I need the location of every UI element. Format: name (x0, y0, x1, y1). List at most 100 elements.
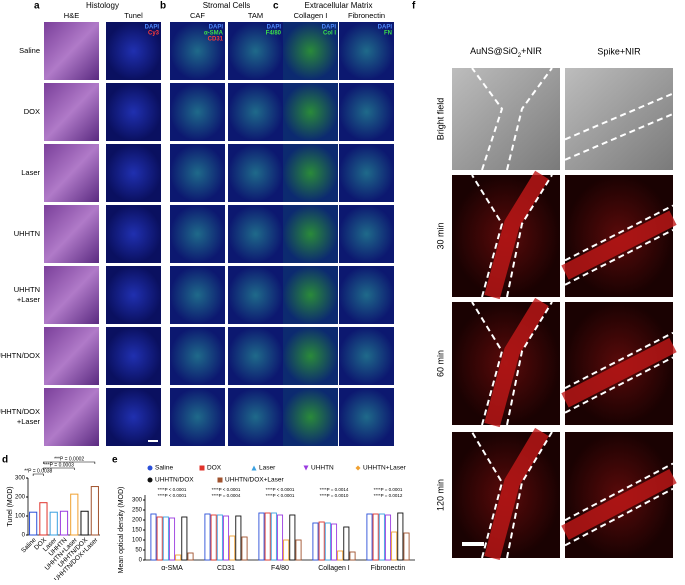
vessel-outline (564, 462, 674, 522)
micrograph (44, 266, 99, 324)
panel-letter: a (34, 1, 40, 12)
vessel-outline (564, 204, 674, 262)
bar (270, 512, 277, 561)
vessel-signal (484, 170, 549, 300)
vessel-signal (484, 427, 549, 561)
micrograph (44, 144, 99, 202)
panel-letter: c (273, 1, 279, 12)
legend-label: Laser (259, 465, 276, 472)
micrograph (170, 83, 225, 141)
bar (204, 513, 211, 561)
micrograph (283, 266, 338, 324)
bar (235, 515, 242, 561)
vessel-signal (561, 337, 677, 408)
bar (49, 511, 58, 536)
bar (378, 513, 385, 561)
row-label: 120 min (435, 479, 445, 511)
micrograph (228, 144, 283, 202)
micrograph (106, 22, 161, 80)
bar (403, 532, 410, 561)
bar (397, 512, 404, 561)
significance-label: ****P < 0.0001 (266, 487, 295, 492)
legend-marker (355, 465, 361, 471)
row-label: UHHTN (14, 229, 40, 238)
bar (29, 511, 38, 536)
row-label: UHHTN/DOX (0, 407, 40, 416)
panel-title: Stromal Cells (203, 1, 251, 10)
vessel-outline (471, 67, 504, 171)
significance-bracket (43, 461, 96, 464)
y-tick-label: 100 (15, 514, 26, 520)
bar (324, 522, 331, 561)
micrograph (565, 68, 673, 170)
bar (372, 513, 379, 561)
y-axis-label: Tunel (MOD) (7, 486, 14, 526)
x-tick-label: CD31 (217, 565, 235, 572)
panel-letter: e (112, 455, 118, 466)
bar (162, 516, 169, 561)
vessel-signal (561, 210, 677, 280)
micrograph (170, 266, 225, 324)
bar (330, 523, 338, 561)
legend-label: Saline (155, 465, 173, 472)
row-label: UHHTN (14, 285, 40, 294)
micrograph (228, 266, 283, 324)
bar (156, 516, 163, 561)
vessel-signal (484, 297, 549, 428)
micrograph (106, 266, 161, 324)
micrograph (339, 388, 394, 446)
bar (349, 551, 356, 561)
column-label: Collagen I (294, 11, 328, 20)
bar (229, 535, 236, 561)
micrograph (44, 205, 99, 263)
micrograph (339, 83, 394, 141)
micrograph (106, 205, 161, 263)
vessel-outline (564, 356, 674, 414)
vessel-outline (506, 67, 553, 171)
y-tick-label: 0 (22, 533, 26, 539)
stain-label: F4/80 (266, 31, 282, 37)
micrograph (106, 388, 161, 446)
y-tick-label: 150 (132, 528, 143, 534)
scale-bar (148, 440, 158, 442)
micrograph (228, 327, 283, 385)
y-tick-label: 200 (132, 518, 143, 524)
significance-label: **P = 0.0038 (24, 468, 52, 474)
stain-label: CD31 (208, 37, 224, 43)
bar (289, 514, 296, 561)
y-tick-label: 300 (15, 476, 26, 482)
micrograph (339, 144, 394, 202)
bar (181, 516, 188, 561)
stain-label: Col I (323, 31, 336, 37)
vessel-outline (564, 487, 674, 547)
panel-letter: d (2, 455, 8, 466)
row-label: Saline (19, 46, 40, 55)
micrograph (452, 68, 560, 170)
bar (90, 486, 99, 536)
micrograph (106, 144, 161, 202)
significance-label: ***P = 0.0002 (54, 456, 84, 462)
bar (241, 536, 248, 561)
stain-label: DAPI (322, 25, 337, 31)
vessel-outline (564, 229, 674, 286)
y-tick-label: 100 (132, 538, 143, 544)
bar (391, 531, 398, 561)
micrograph (565, 302, 673, 425)
significance-label: ****P = 0.0004 (212, 493, 241, 498)
panel-title: Histology (86, 1, 119, 10)
bar (175, 554, 182, 561)
bar (276, 514, 284, 561)
row-label: DOX (24, 107, 40, 116)
column-label-text: AuNS@SiO (470, 46, 518, 56)
micrograph (170, 388, 225, 446)
row-label: 60 min (435, 350, 445, 377)
panel-letter: f (412, 1, 416, 12)
bar (210, 514, 217, 561)
bar (283, 539, 290, 561)
significance-label: ****P = 0.0010 (320, 493, 349, 498)
stain-label: DAPI (209, 25, 224, 31)
vessel-outline (506, 174, 553, 298)
row-label: Laser (21, 168, 40, 177)
column-label: Spike+NIR (597, 46, 641, 56)
stain-label: FN (384, 31, 392, 37)
